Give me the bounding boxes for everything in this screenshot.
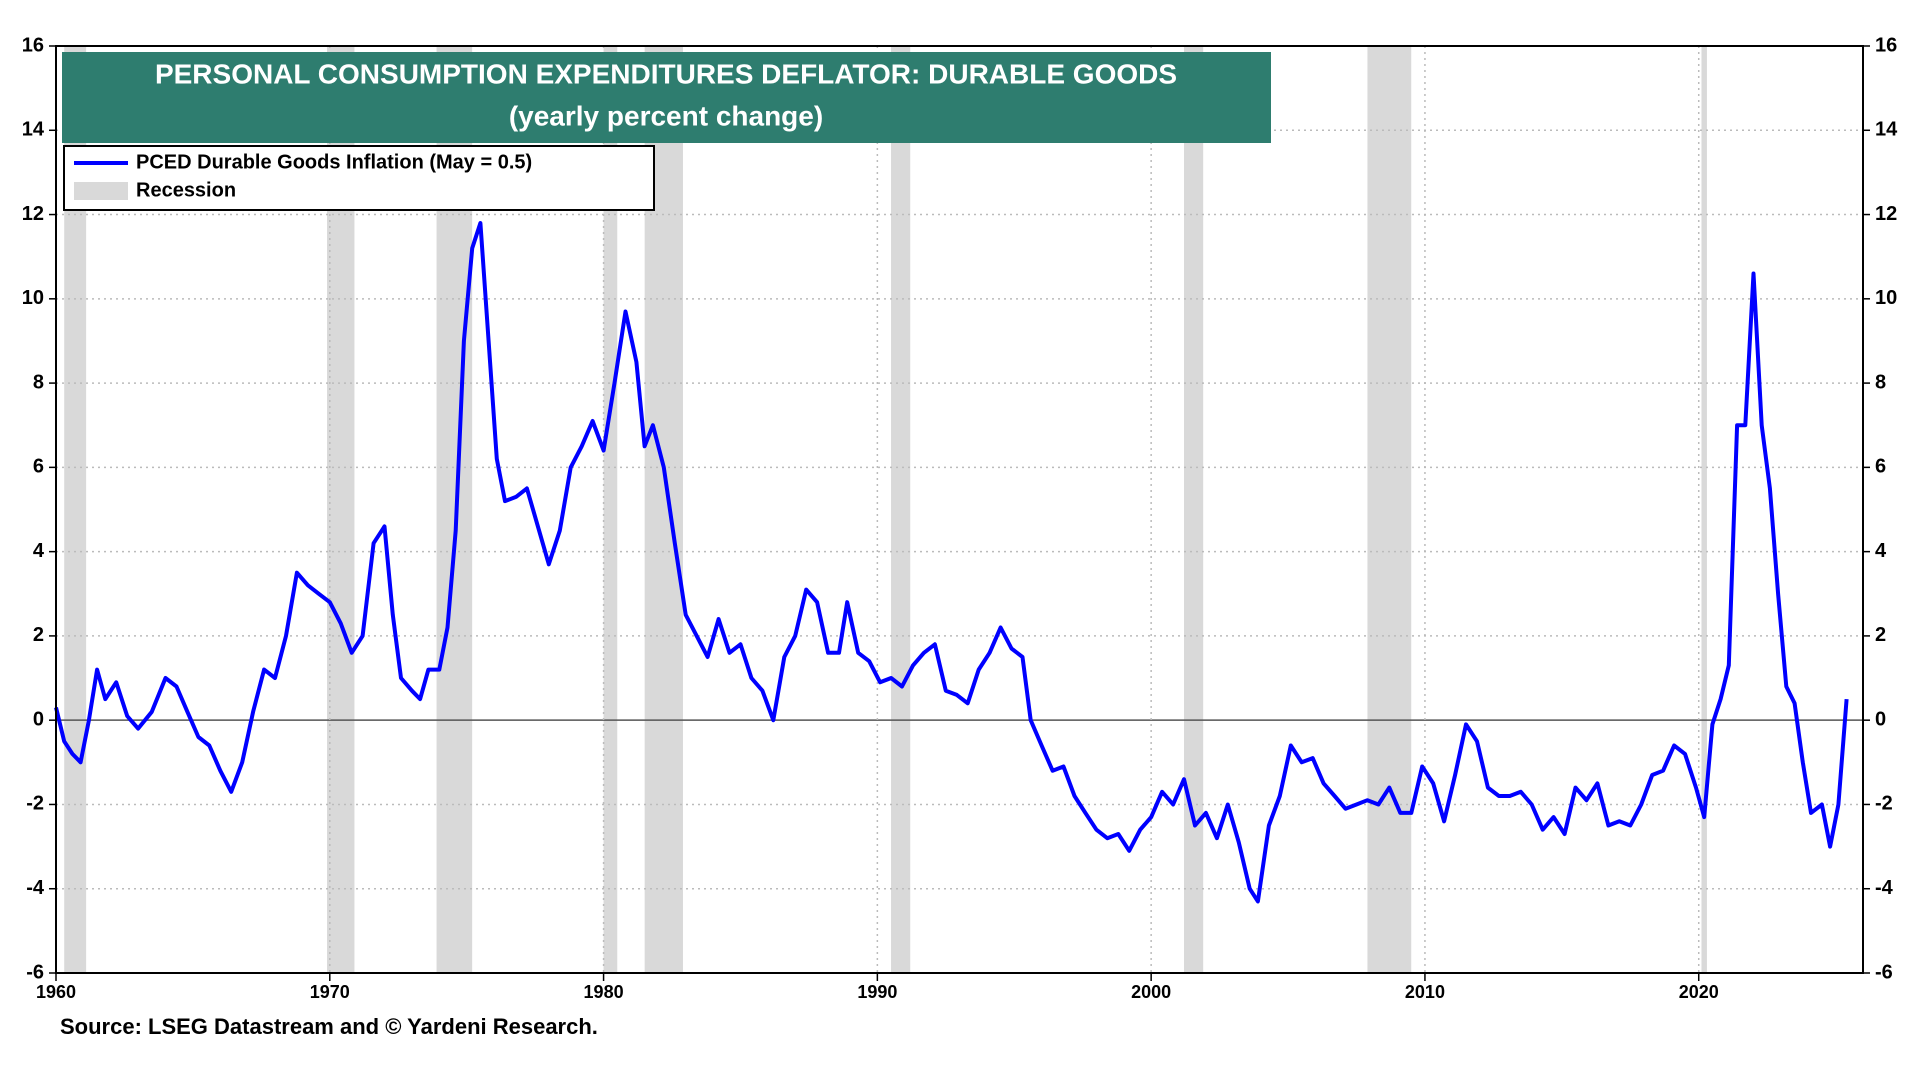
legend-box [63,145,655,211]
recession-band [891,46,911,973]
recession-band [1701,46,1707,973]
recession-band [603,46,618,973]
recession-layer [64,46,1707,973]
recession-band [1367,46,1412,973]
y-tick-label: 2 [33,624,44,646]
legend-label: Recession [136,179,236,201]
y2-tick-label: 0 [1875,708,1886,730]
y-tick-label: 4 [33,540,45,562]
chart-subtitle: (yearly percent change) [509,100,823,131]
y-tick-label: 12 [22,203,44,225]
y-tick-label: 0 [33,708,44,730]
y-tick-label: -2 [26,793,44,815]
x-tick-label: 2000 [1131,982,1171,1002]
y-tick-label: 14 [22,119,45,141]
title-box [62,52,1271,143]
y-tick-label: 16 [22,34,44,56]
recession-band [1184,46,1204,973]
y2-tick-label: 6 [1875,456,1886,478]
source-note: Source: LSEG Datastream and © Yardeni Re… [60,1014,598,1039]
chart-title: PERSONAL CONSUMPTION EXPENDITURES DEFLAT… [155,58,1177,89]
y-tick-label: -6 [26,961,44,983]
y2-tick-label: 10 [1875,287,1897,309]
y2-tick-label: -2 [1875,793,1893,815]
plot-frame [55,45,1864,974]
x-tick-label: 1980 [584,982,624,1002]
x-tick-label: 1970 [310,982,350,1002]
x-tick-label: 2010 [1405,982,1445,1002]
recession-band [64,46,87,973]
y2-tick-label: 2 [1875,624,1886,646]
y2-tick-label: -4 [1875,877,1894,899]
y-tick-label: -4 [26,877,45,899]
x-tick-label: 1990 [857,982,897,1002]
y2-tick-label: 4 [1875,540,1887,562]
legend-label: PCED Durable Goods Inflation (May = 0.5) [136,151,532,173]
data-line [54,221,1849,904]
y-tick-label: 10 [22,287,44,309]
y2-tick-label: -6 [1875,961,1893,983]
x-tick-label: 2020 [1679,982,1719,1002]
y2-tick-label: 8 [1875,371,1886,393]
y-tick-label: 8 [33,371,44,393]
legend-swatch [74,182,128,200]
line-layer [54,221,1849,904]
y2-tick-label: 12 [1875,203,1897,225]
x-tick-label: 1960 [36,982,76,1002]
y-tick-label: 6 [33,456,44,478]
y2-tick-label: 16 [1875,34,1897,56]
y2-tick-label: 14 [1875,119,1898,141]
